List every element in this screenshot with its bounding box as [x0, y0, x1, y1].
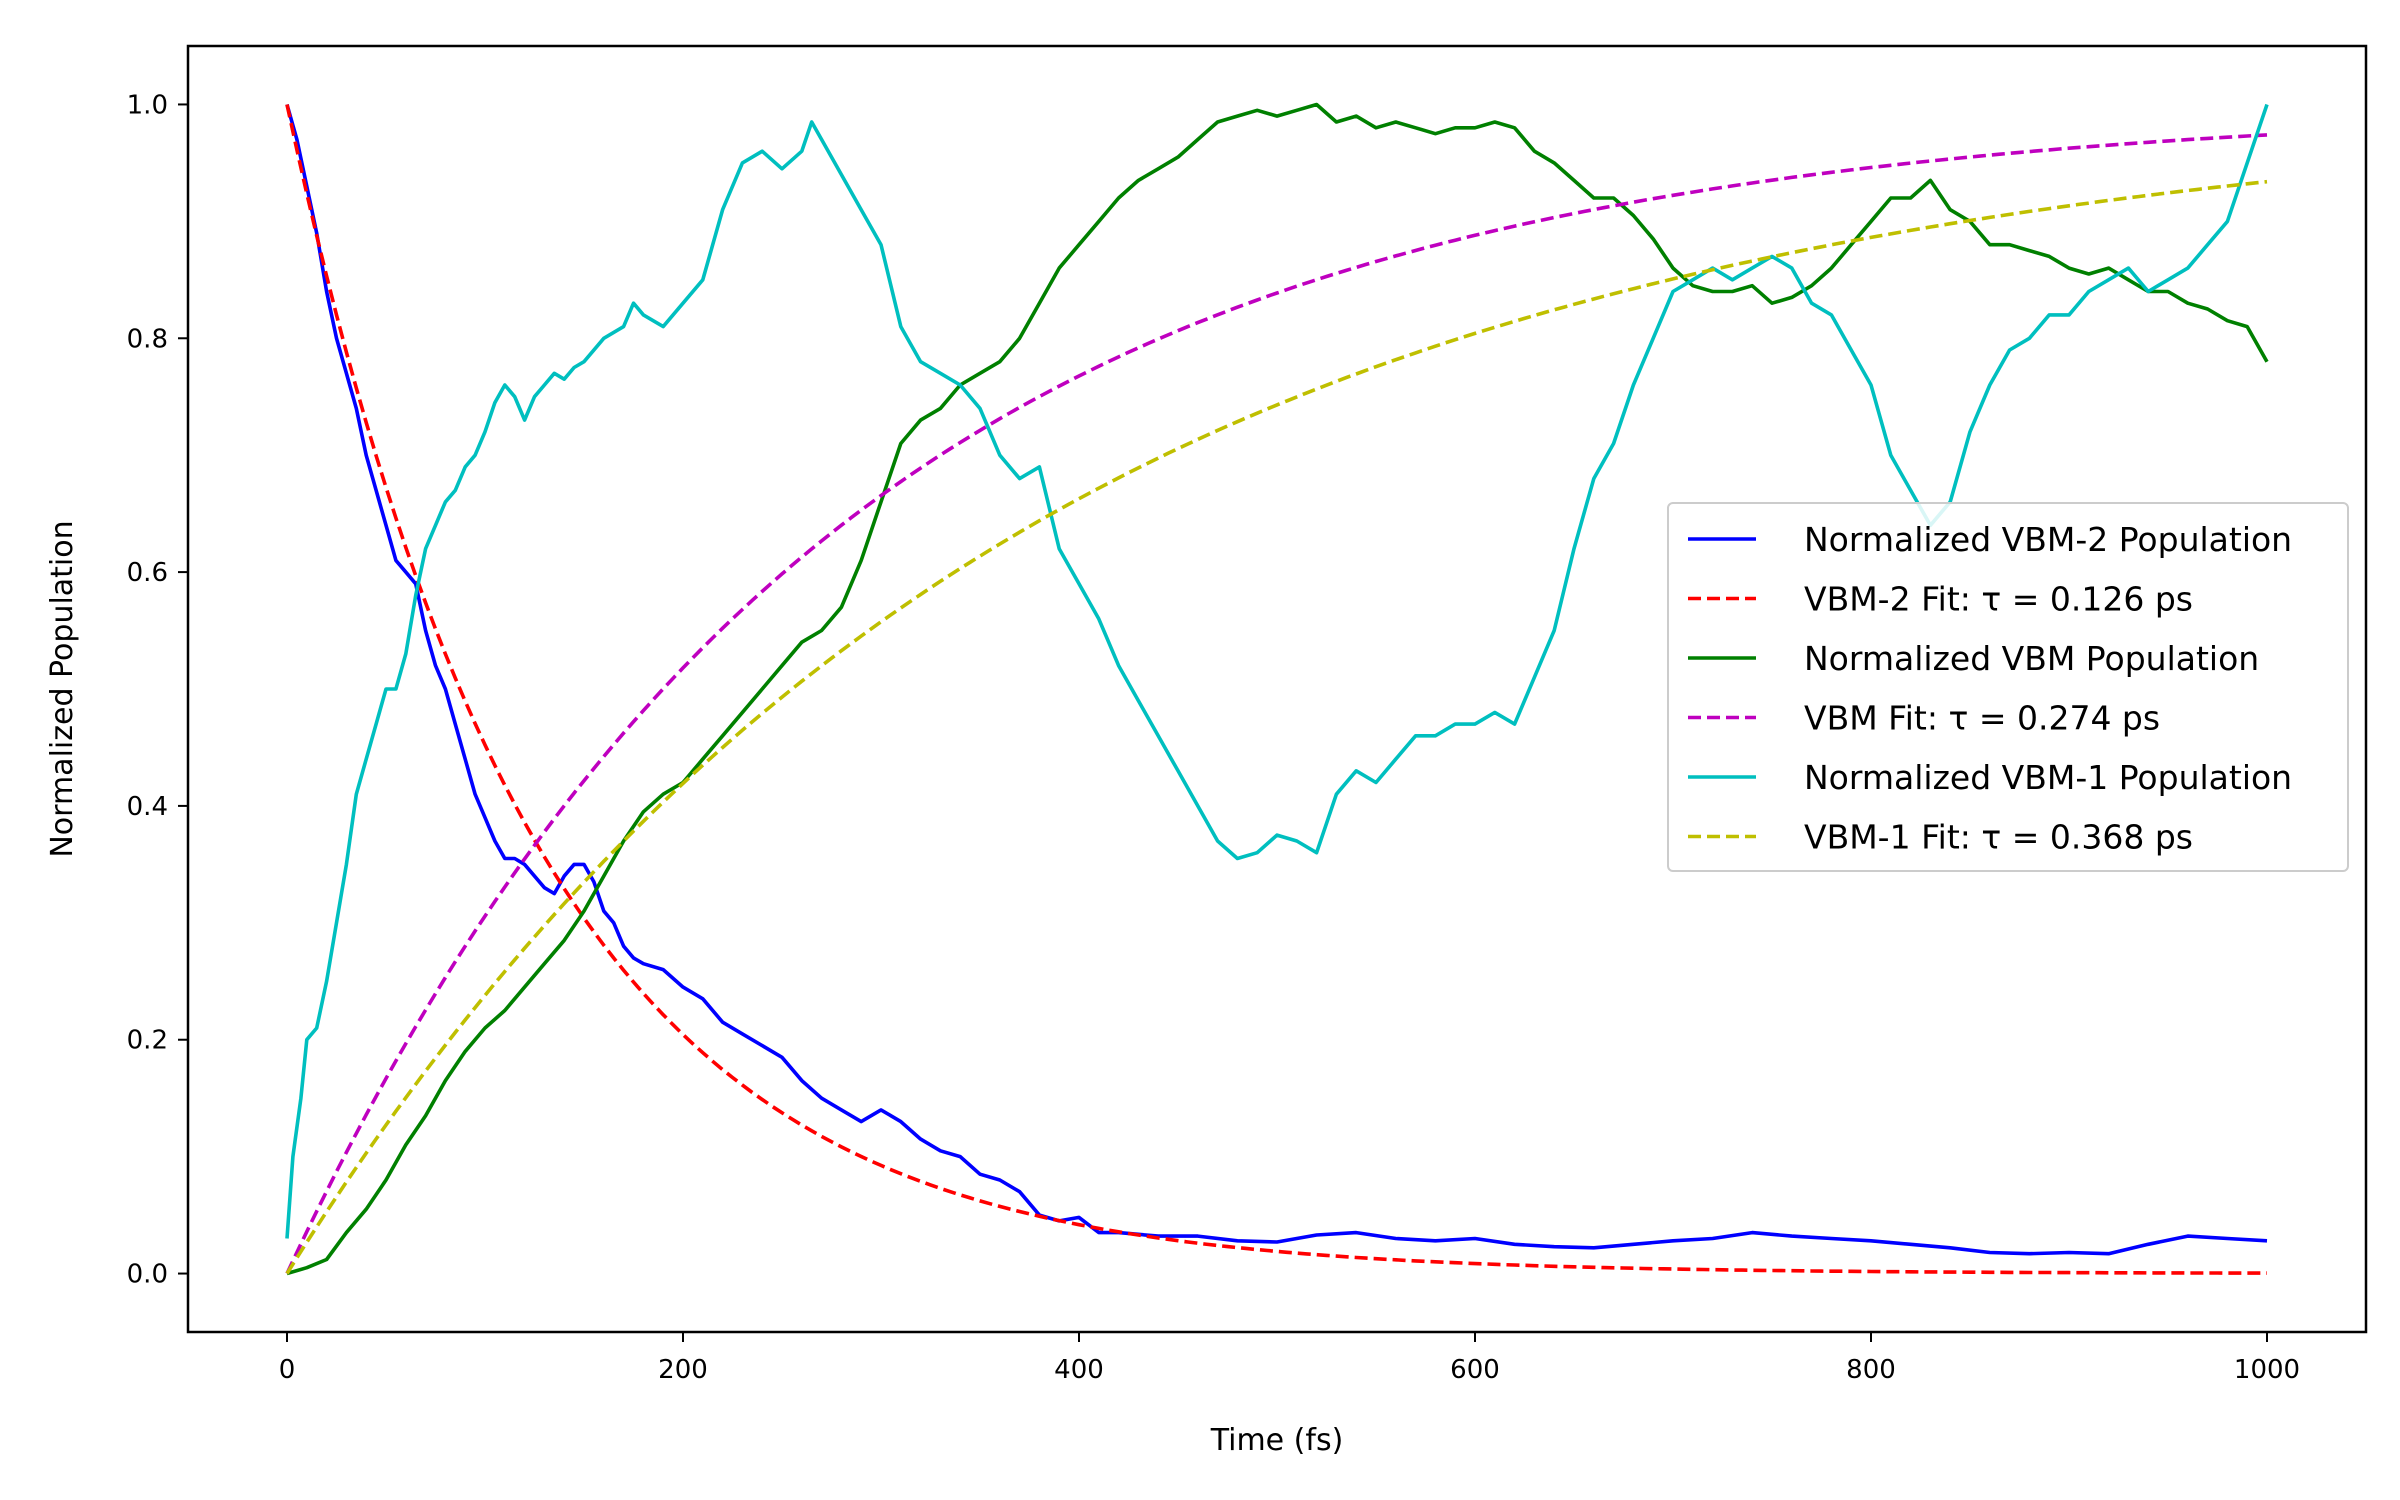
series-line-6 [285, 179, 2268, 1275]
y-tick-label: 0.4 [127, 792, 168, 822]
y-tick-label: 0.6 [127, 558, 168, 588]
x-tick-label: 800 [1846, 1355, 1896, 1385]
x-axis: 0 200 400 600 800 1000 [279, 1332, 2300, 1385]
y-axis-title: Normalized Population [45, 520, 80, 857]
plot-frame [186, 44, 2368, 1334]
series-line-1 [285, 104, 2268, 1256]
y-tick-label: 0.2 [127, 1026, 168, 1056]
x-tick-label: 200 [658, 1355, 708, 1385]
legend: Normalized VBM-2 Population VBM-2 Fit: τ … [1667, 502, 2349, 872]
y-tick-label: 0.0 [127, 1260, 168, 1290]
legend-label: Normalized VBM Population [1804, 639, 2259, 678]
legend-label: Normalized VBM-2 Population [1804, 520, 2292, 559]
x-axis-title: Time (fs) [1210, 1423, 1344, 1458]
legend-label: VBM-2 Fit: τ = 0.126 ps [1804, 580, 2193, 619]
legend-label: VBM-1 Fit: τ = 0.368 ps [1804, 818, 2193, 857]
series-line-5 [285, 103, 2269, 1239]
legend-label: Normalized VBM-1 Population [1804, 758, 2292, 797]
y-tick-label: 0.8 [127, 324, 168, 354]
legend-box [1667, 502, 2349, 872]
legend-label: VBM Fit: τ = 0.274 ps [1804, 699, 2160, 738]
series-line-3 [286, 102, 2269, 1276]
series-layer [285, 102, 2269, 1276]
series-line-4 [285, 133, 2268, 1275]
y-tick-label: 1.0 [127, 90, 168, 120]
series-line-2 [285, 104, 2267, 1275]
x-tick-label: 600 [1450, 1355, 1500, 1385]
x-tick-label: 0 [279, 1355, 296, 1385]
y-axis: 0.0 0.2 0.4 0.6 0.8 1.0 [127, 90, 188, 1290]
x-tick-label: 400 [1054, 1355, 1104, 1385]
x-tick-label: 1000 [2234, 1355, 2300, 1385]
